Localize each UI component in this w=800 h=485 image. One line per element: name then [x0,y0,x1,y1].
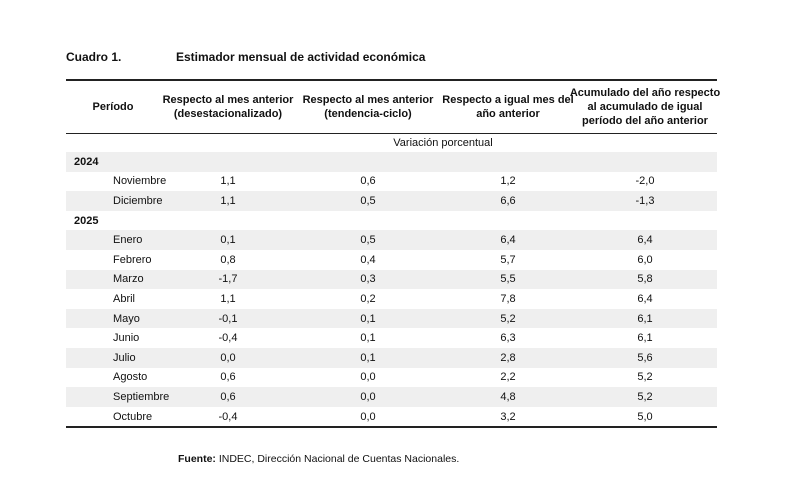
column-header: (tendencia-ciclo) [324,108,412,120]
header-rule [66,133,717,134]
cell-value: 0,1 [360,351,376,364]
cell-value: 0,1 [220,234,236,247]
column-header: Respecto al mes anterior [302,94,434,106]
cell-value: -0,4 [218,410,238,423]
cell-value: 5,8 [637,273,653,286]
column-header: (desestacionalizado) [173,108,283,120]
month-label: Diciembre [113,195,163,207]
cell-value: 0,6 [220,391,236,403]
source-label: Fuente: [178,453,216,465]
cell-value: 1,2 [500,175,516,188]
row-shade [66,348,717,368]
month-label: Mayo [113,312,140,325]
cell-value: 0,4 [360,253,376,266]
row-shade [66,152,717,172]
row-shade [66,191,717,211]
column-header: año anterior [476,108,540,120]
month-label: Febrero [113,253,152,266]
cell-value: 0,0 [360,371,376,384]
month-label: Enero [113,234,143,247]
cell-value: -2,0 [635,175,655,188]
table-title: Estimador mensual de actividad económica [176,50,426,64]
cell-value: 0,6 [360,175,376,188]
cell-value: 0,1 [360,312,376,325]
cell-value: -0,4 [218,332,238,345]
cell-value: 7,8 [500,293,516,305]
source-text: INDEC, Dirección Nacional de Cuentas Nac… [218,453,460,465]
cell-value: 5,5 [500,273,516,286]
cell-value: 5,6 [637,351,653,364]
top-rule [66,79,717,81]
month-label: Agosto [113,371,148,384]
cell-value: 6,4 [637,293,653,305]
cell-value: 0,8 [220,253,236,266]
cell-value: -0,1 [218,312,238,325]
unit-label: Variación porcentual [393,137,493,149]
cell-value: 2,8 [500,351,516,364]
cell-value: 0,3 [360,273,376,286]
cell-value: 1,1 [220,175,236,188]
year-label: 2025 [74,214,99,227]
month-label: Noviembre [113,175,167,188]
column-header: al acumulado de igual [587,101,703,113]
source-note: Fuente: INDEC, Dirección Nacional de Cue… [178,452,459,466]
column-header: Acumulado del año respecto [569,87,721,99]
cell-value: 6,4 [500,234,516,247]
column-header: período del año anterior [582,115,708,127]
month-label: Marzo [113,273,144,286]
cell-value: 1,1 [220,195,236,207]
cell-value: 0,1 [360,332,376,345]
cell-value: 5,2 [500,312,516,325]
row-shade [66,269,717,290]
cell-value: 0,2 [360,293,376,305]
table-number: Cuadro 1. [66,50,122,64]
year-label: 2024 [74,155,99,168]
bottom-rule [66,426,717,428]
cell-value: 3,2 [500,410,516,423]
cell-value: 0,0 [220,351,236,364]
column-header: Respecto a igual mes del [442,94,574,106]
cell-value: 5,0 [637,410,653,423]
cell-value: 6,0 [637,253,653,266]
cell-value: 6,1 [637,332,653,345]
cell-value: 0,0 [360,410,376,423]
month-label: Julio [113,351,136,364]
cell-value: 1,1 [220,293,236,305]
month-label: Octubre [113,410,153,423]
month-label: Septiembre [113,391,170,403]
cell-value: 5,2 [637,391,653,403]
cell-value: 5,2 [637,371,653,384]
row-shade [66,387,717,407]
month-label: Junio [113,332,140,345]
cell-value: 0,5 [360,195,376,207]
row-shade [66,230,717,250]
cell-value: 0,5 [360,234,376,247]
cell-value: 2,2 [500,371,516,384]
cell-value: 5,7 [500,253,516,266]
cell-value: 6,3 [500,332,516,345]
cell-value: -1,3 [635,195,655,207]
cell-value: 0,6 [220,371,236,384]
column-header: Período [92,101,134,113]
cell-value: 0,0 [360,391,376,403]
cell-value: 6,4 [637,234,653,247]
cell-value: -1,7 [218,273,238,286]
column-header: Respecto al mes anterior [162,94,294,106]
cell-value: 4,8 [500,391,516,403]
cell-value: 6,1 [637,312,653,325]
month-label: Abril [113,293,136,305]
row-shade [66,308,717,329]
cell-value: 6,6 [500,195,516,207]
